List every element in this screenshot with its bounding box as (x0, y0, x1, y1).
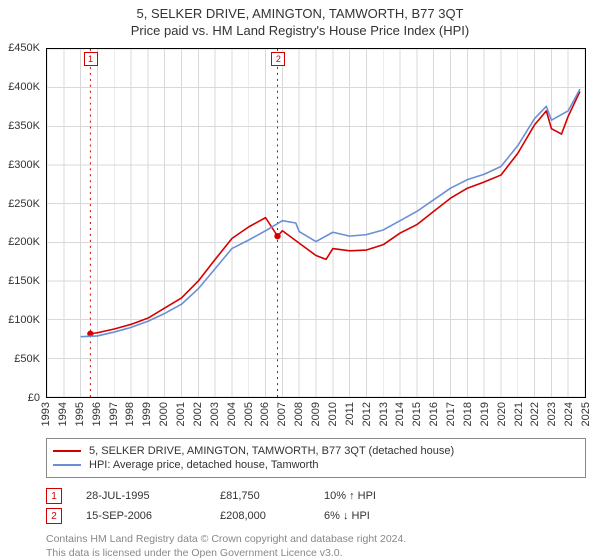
x-tick-label: 1999 (141, 402, 153, 426)
x-tick-label: 2010 (327, 402, 339, 426)
sale-badge: 2 (46, 508, 62, 524)
x-tick-label: 2014 (394, 402, 406, 426)
sale-badge: 1 (46, 488, 62, 504)
y-tick-label: £400K (8, 81, 40, 93)
x-tick-label: 2008 (293, 402, 305, 426)
sale-price: £81,750 (220, 490, 300, 502)
sale-marker-badge: 1 (84, 52, 98, 66)
x-tick-label: 2016 (428, 402, 440, 426)
x-tick-label: 2006 (259, 402, 271, 426)
sale-delta: 6% ↓ HPI (324, 510, 370, 522)
x-tick-label: 1997 (108, 402, 120, 426)
x-tick-label: 1994 (57, 402, 69, 426)
x-tick-label: 2021 (513, 402, 525, 426)
x-tick-label: 1993 (40, 402, 52, 426)
chart-svg (47, 49, 585, 397)
y-tick-label: £300K (8, 159, 40, 171)
x-tick-label: 2019 (479, 402, 491, 426)
x-tick-label: 2005 (243, 402, 255, 426)
legend-label: HPI: Average price, detached house, Tamw… (89, 459, 319, 471)
x-tick-label: 2017 (445, 402, 457, 426)
x-axis-labels: 1993199419951996199719981999200020012002… (46, 398, 586, 432)
sales-table: 1 28-JUL-1995 £81,750 10% ↑ HPI 2 15-SEP-2006… (46, 488, 586, 524)
y-tick-label: £0 (28, 392, 40, 404)
legend-swatch (53, 464, 81, 466)
legend-item: HPI: Average price, detached house, Tamw… (53, 459, 579, 471)
y-tick-label: £200K (8, 236, 40, 248)
x-tick-label: 2023 (546, 402, 558, 426)
x-tick-label: 1996 (91, 402, 103, 426)
x-tick-label: 2004 (226, 402, 238, 426)
x-tick-label: 2012 (361, 402, 373, 426)
sale-row: 2 15-SEP-2006 £208,000 6% ↓ HPI (46, 508, 586, 524)
x-tick-label: 2020 (496, 402, 508, 426)
x-tick-label: 2009 (310, 402, 322, 426)
x-tick-label: 2015 (411, 402, 423, 426)
legend: 5, SELKER DRIVE, AMINGTON, TAMWORTH, B77… (46, 438, 586, 478)
y-tick-label: £450K (8, 42, 40, 54)
sale-marker-badge: 2 (271, 52, 285, 66)
sale-date: 15-SEP-2006 (86, 510, 196, 522)
footer-line-1: Contains HM Land Registry data © Crown c… (46, 532, 586, 546)
sale-delta: 10% ↑ HPI (324, 490, 376, 502)
x-tick-label: 2022 (529, 402, 541, 426)
x-tick-label: 2000 (158, 402, 170, 426)
x-tick-label: 2025 (580, 402, 592, 426)
footer: Contains HM Land Registry data © Crown c… (46, 532, 586, 560)
legend-swatch (53, 450, 81, 452)
page-subtitle: Price paid vs. HM Land Registry's House … (0, 23, 600, 38)
x-tick-label: 2011 (344, 402, 356, 426)
legend-label: 5, SELKER DRIVE, AMINGTON, TAMWORTH, B77… (89, 445, 454, 457)
x-tick-label: 1995 (74, 402, 86, 426)
x-tick-label: 2024 (563, 402, 575, 426)
y-tick-label: £150K (8, 275, 40, 287)
x-tick-label: 2007 (276, 402, 288, 426)
x-tick-label: 1998 (124, 402, 136, 426)
x-tick-label: 2002 (192, 402, 204, 426)
x-tick-label: 2001 (175, 402, 187, 426)
sale-row: 1 28-JUL-1995 £81,750 10% ↑ HPI (46, 488, 586, 504)
sale-date: 28-JUL-1995 (86, 490, 196, 502)
y-tick-label: £350K (8, 120, 40, 132)
footer-line-2: This data is licensed under the Open Gov… (46, 546, 586, 560)
chart-plot-area: 12 (46, 48, 586, 398)
x-tick-label: 2013 (378, 402, 390, 426)
sale-price: £208,000 (220, 510, 300, 522)
legend-item: 5, SELKER DRIVE, AMINGTON, TAMWORTH, B77… (53, 445, 579, 457)
y-tick-label: £100K (8, 314, 40, 326)
x-tick-label: 2003 (209, 402, 221, 426)
y-tick-label: £250K (8, 198, 40, 210)
y-tick-label: £50K (14, 353, 40, 365)
x-tick-label: 2018 (462, 402, 474, 426)
page-title: 5, SELKER DRIVE, AMINGTON, TAMWORTH, B77… (0, 6, 600, 21)
